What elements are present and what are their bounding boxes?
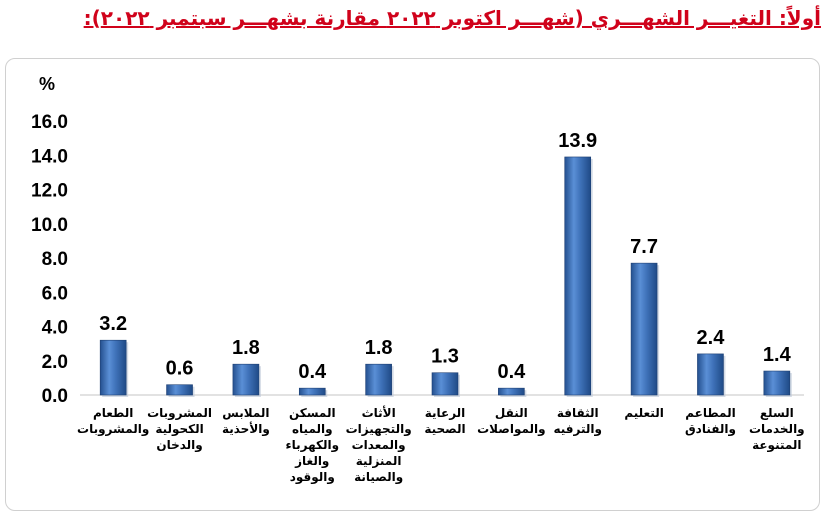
data-label: 1.8	[365, 337, 393, 359]
bar	[564, 156, 592, 396]
y-tick-label: 6.0	[42, 283, 68, 304]
bar	[763, 370, 791, 396]
x-tick-label-line: والغاز	[294, 454, 329, 469]
x-tick-label-line: والوقود	[290, 470, 335, 485]
x-tick-label: النقل والمواصلات	[477, 406, 546, 437]
x-tick-label-line: النقل	[495, 406, 528, 420]
bar	[99, 339, 127, 396]
x-tick-label-line: والأحذية	[222, 421, 270, 437]
x-tick-label: الثقافة والترفيه	[553, 406, 601, 437]
x-tick-label-line: الثقافة	[557, 406, 599, 420]
x-tick-label: الرعاية الصحية	[424, 406, 465, 436]
x-tick-label: الملابس والأحذية	[222, 406, 270, 437]
data-label: 13.9	[558, 130, 597, 152]
data-label: 0.6	[166, 358, 194, 380]
x-tick-label-line: والصيانة	[354, 470, 403, 485]
x-tick-label-line: المنزلية	[356, 454, 402, 468]
bar	[298, 387, 326, 396]
x-tick-label-line: الصحية	[424, 422, 465, 436]
y-axis-unit-label: %	[39, 74, 55, 94]
x-tick-label-line: السلع	[760, 406, 794, 420]
bar	[365, 363, 392, 396]
x-tick-label: الأثاث والتجهيزات والمعدات المنزلية والصيانة	[346, 405, 412, 485]
x-tick-label-line: والفنادق	[685, 422, 736, 437]
data-label: 2.4	[697, 327, 726, 349]
x-tick-label: المشروبات الكحولية والدخان	[147, 406, 212, 453]
data-label: 1.8	[232, 337, 260, 359]
data-label: 7.7	[630, 236, 658, 258]
x-tick-label-line: المسكن	[289, 406, 336, 420]
y-tick-label: 2.0	[42, 352, 68, 373]
x-tick-label-line: المشروبات	[147, 406, 212, 421]
x-tick-label: المسكن والمياه والكهرباء والغاز والوقود	[285, 406, 339, 485]
y-tick-label: 8.0	[42, 249, 68, 270]
y-tick-label: 4.0	[42, 318, 68, 339]
bar	[498, 387, 525, 396]
x-tick-label-line: الملابس	[222, 406, 269, 420]
y-tick-label: 14.0	[31, 146, 68, 167]
data-label: 1.4	[763, 344, 792, 366]
x-tick-label-line: الكحولية	[155, 422, 203, 437]
data-label: 1.3	[431, 346, 459, 368]
x-tick-label-line: الأثاث	[362, 405, 396, 420]
x-tick-label-line: والكهرباء	[285, 438, 339, 453]
x-tick-label: السلع والخدمات المتنوعة	[749, 406, 805, 453]
y-tick-label: 16.0	[31, 112, 68, 133]
x-tick-label-line: التعليم	[624, 406, 664, 420]
x-tick-label-line: الرعاية	[425, 406, 466, 420]
bar	[232, 363, 260, 396]
x-tick-label-line: والتجهيزات	[346, 422, 412, 437]
x-tick-label-line: والمواصلات	[477, 422, 546, 437]
x-tick-label-line: المتنوعة	[752, 438, 801, 453]
x-tick-label-line: والترفيه	[553, 422, 601, 437]
y-tick-label: 10.0	[31, 215, 68, 236]
x-tick-label-line: والمشروبات	[77, 422, 149, 437]
x-tick-label-line: والمياه	[292, 422, 333, 437]
bar	[630, 262, 658, 396]
data-label: 3.2	[99, 313, 127, 335]
x-tick-label: المطاعم والفنادق	[685, 406, 736, 437]
y-tick-label: 12.0	[31, 181, 68, 202]
y-tick-label: 0.0	[42, 386, 68, 407]
x-tick-label-line: والدخان	[156, 438, 202, 453]
bar	[431, 372, 459, 396]
bar	[697, 353, 724, 396]
chart-heading: أولاً: التغيـــر الشهـــري (شهـــر اكتوب…	[83, 6, 821, 30]
x-tick-label-line: والمعدات	[352, 438, 406, 453]
data-label: 0.4	[497, 361, 526, 383]
bar	[166, 384, 193, 396]
x-tick-label: التعليم	[624, 406, 664, 420]
x-tick-label-line: المطاعم	[685, 406, 735, 420]
data-label: 0.4	[298, 361, 327, 383]
x-tick-label: الطعام والمشروبات	[77, 406, 149, 437]
x-tick-label-line: الطعام	[93, 406, 133, 421]
chart-frame	[5, 58, 820, 511]
x-tick-label-line: والخدمات	[749, 422, 805, 437]
